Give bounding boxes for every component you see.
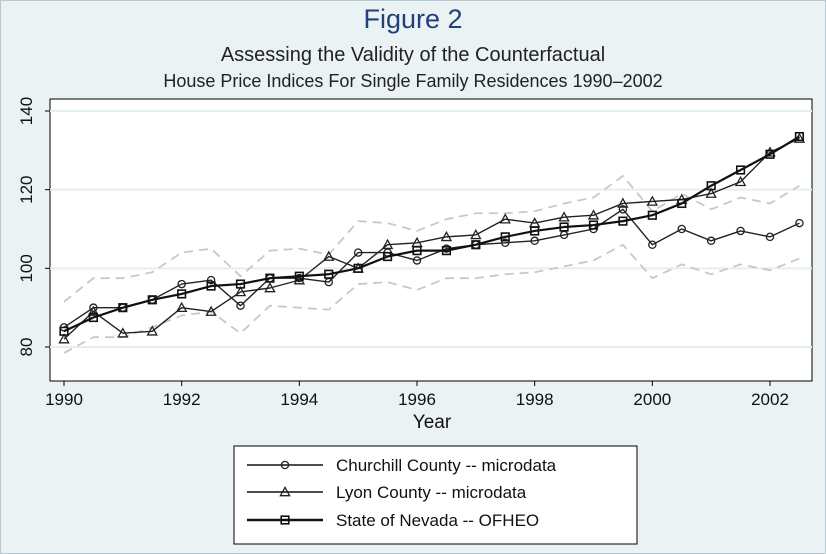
data-point-square	[765, 149, 775, 159]
data-point-triangle	[587, 209, 600, 220]
data-point-triangle	[146, 325, 158, 336]
data-point-triangle	[558, 211, 570, 222]
data-point-square	[559, 222, 569, 232]
data-point-triangle	[646, 195, 659, 206]
x-tick-label: 2002	[751, 390, 789, 409]
series-triangle	[58, 132, 806, 344]
series-line	[63, 137, 800, 340]
data-point-circle	[236, 301, 245, 310]
legend-box	[233, 445, 638, 545]
x-tick-label: 1992	[163, 390, 201, 409]
data-point-triangle	[117, 327, 129, 338]
data-point-square	[471, 240, 481, 250]
data-point-square	[677, 198, 687, 209]
data-point-square	[382, 251, 393, 262]
legend-label: State of Nevada -- OFHEO	[336, 511, 539, 530]
data-point-square	[647, 210, 657, 220]
y-axis: 80 100 120 140	[17, 97, 50, 357]
confidence-band-line	[63, 174, 800, 303]
data-point-triangle	[175, 301, 188, 312]
data-point-triangle	[499, 213, 511, 224]
y-tick-label: 80	[17, 338, 36, 357]
data-point-triangle	[323, 250, 335, 261]
data-point-triangle	[470, 228, 482, 240]
data-point-triangle	[705, 187, 717, 198]
data-point-circle	[353, 248, 363, 257]
data-point-circle	[618, 205, 628, 214]
legend-marker-circle	[280, 460, 290, 470]
figure-subtitle-secondary: House Price Indices For Single Family Re…	[163, 71, 663, 91]
series-line	[63, 208, 800, 328]
data-point-triangle	[264, 282, 276, 293]
y-tick-label: 120	[17, 175, 36, 203]
series-line	[63, 243, 800, 354]
data-point-circle	[530, 236, 539, 246]
data-point-square	[265, 273, 275, 283]
data-point-circle	[765, 232, 775, 242]
series-line	[63, 174, 800, 303]
data-point-circle	[706, 236, 716, 246]
data-point-triangle	[440, 230, 453, 242]
data-point-triangle	[234, 285, 247, 297]
data-point-square	[794, 131, 805, 142]
data-point-square	[59, 326, 69, 336]
x-tick-label: 1998	[516, 390, 554, 409]
legend: Churchill County -- microdata Lyon County…	[247, 456, 557, 530]
figure-title: Figure 2	[363, 4, 463, 34]
confidence-band-line	[63, 243, 800, 354]
data-point-square	[353, 263, 363, 273]
x-axis-label: Year	[413, 412, 452, 433]
x-tick-label: 2000	[633, 390, 671, 409]
data-point-square	[530, 226, 540, 236]
data-point-triangle	[205, 305, 217, 316]
data-point-square	[441, 246, 452, 256]
data-point-circle	[795, 218, 804, 228]
legend-marker-triangle	[279, 486, 291, 497]
data-point-circle	[500, 238, 510, 248]
series-line	[63, 135, 800, 333]
legend-item: State of Nevada -- OFHEO	[247, 511, 539, 530]
series-layer	[58, 131, 806, 354]
x-tick-label: 1990	[45, 390, 83, 409]
data-point-square	[294, 271, 304, 281]
data-point-triangle	[58, 333, 70, 344]
data-point-square	[118, 303, 128, 313]
legend-marker-square	[280, 515, 290, 525]
series-square	[59, 131, 805, 336]
data-point-square	[324, 269, 334, 279]
legend-item: Churchill County -- microdata	[247, 456, 557, 475]
data-point-circle	[648, 240, 657, 249]
data-point-square	[706, 181, 716, 191]
data-point-square	[147, 295, 157, 305]
data-point-circle	[736, 226, 745, 236]
grid	[50, 110, 812, 348]
legend-item: Lyon County -- microdata	[247, 483, 527, 502]
x-tick-label: 1996	[398, 390, 436, 409]
data-point-triangle	[87, 305, 100, 316]
figure-subtitle: Assessing the Validity of the Counterfac…	[220, 44, 606, 66]
data-point-circle	[677, 224, 687, 234]
data-point-triangle	[381, 238, 394, 250]
data-point-square	[412, 246, 422, 256]
data-point-square	[500, 232, 510, 242]
data-point-triangle	[734, 175, 747, 187]
data-point-circle	[206, 275, 216, 285]
data-point-square	[177, 289, 187, 299]
x-axis: 1990 1992 1994 1996 1998 2000 2002	[45, 381, 789, 409]
data-point-square	[88, 312, 99, 323]
data-point-triangle	[617, 197, 629, 208]
data-point-square	[735, 165, 746, 175]
data-point-circle	[177, 279, 186, 289]
data-point-square	[618, 216, 628, 226]
y-tick-label: 140	[17, 97, 36, 125]
y-tick-label: 100	[17, 254, 36, 282]
legend-label: Churchill County -- microdata	[336, 456, 557, 475]
data-point-circle	[412, 256, 422, 265]
legend-label: Lyon County -- microdata	[336, 483, 527, 502]
x-tick-label: 1994	[280, 390, 318, 409]
data-point-square	[206, 281, 216, 291]
data-point-square	[235, 279, 246, 289]
data-point-square	[588, 220, 599, 230]
